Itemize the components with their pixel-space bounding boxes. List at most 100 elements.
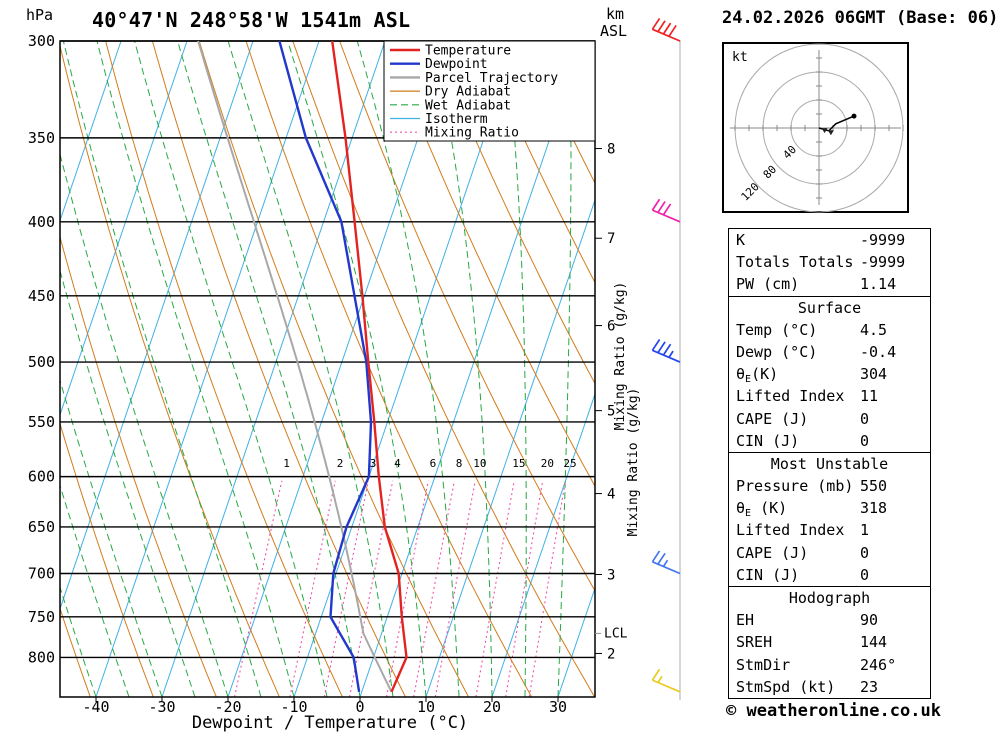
temp-tick-label: -20 [214,698,241,716]
isotherms [60,41,705,697]
altitude-axis-unit-asl: ASL [600,22,628,40]
mixing-ratio-axis-captions: Mixing Ratio (g/kg)Mixing Ratio (g/kg) [613,282,641,537]
stats-row-value: 246° [860,655,897,674]
mixing-ratio-line [413,480,455,697]
stats-row: θE(K) 304 [729,363,930,385]
stats-row-label: Pressure (mb) [736,477,854,496]
pressure-tick-label: 700 [28,565,55,583]
km-axis: 2 3 4 5 6 7 8 LCL [595,142,628,662]
dry-adiabat-line [151,41,406,697]
wet-adiabat-line [60,269,196,697]
pressure-tick-label: 650 [28,518,55,536]
mixing-ratio-label: 15 [512,457,525,470]
temperature-curve [331,41,408,693]
stats-row-label: K [736,231,746,249]
hodograph-panel: 40 80 120 kt [722,42,909,213]
mixing-ratio-label: 3 [370,457,377,470]
stats-row-label: Lifted Index [736,387,845,406]
hodograph-marker [827,130,834,136]
stats-row-value: 1 [860,521,870,540]
stats-row: Dewp (°C) -0.4 [729,341,930,363]
stats-row-value: 4.5 [860,320,888,339]
pressure-tick-label: 300 [28,32,55,50]
stats-row-label: Temp (°C) [736,320,818,339]
temp-axis: -40 -30 -20 -10 0 10 20 30 Dewpoint / Temperatur… [82,697,567,733]
copyright: © weatheronline.co.uk [726,701,941,721]
wind-barb [651,339,681,363]
mixing-ratio-label: 20 [541,457,554,470]
stats-row: EH 90 [729,609,930,631]
dry-adiabat-line [292,41,595,697]
dry-adiabats [60,41,706,697]
stats-row-value: 90 [860,611,879,630]
stats-row-label: CIN (J) [736,431,800,450]
stats-row-label: PW (cm) [736,275,800,294]
stats-row: StmDir 246° [729,654,930,676]
km-tick-label: 2 [607,646,615,662]
stats-row-label: StmDir [736,655,791,674]
stats-row-label: Totals Totals [736,253,854,272]
dry-adiabat-line [60,606,91,697]
isotherm-line [624,41,705,697]
stats-row: StmSpd (kt) 23 [729,676,930,698]
stats-row-label: Dewp (°C) [736,342,818,361]
wet-adiabat-line [557,41,572,697]
temp-tick-label: 0 [355,698,364,716]
pressure-tick-label: 750 [28,608,55,626]
stats-row: CAPE (J) 0 [729,542,930,564]
stats-row-label: θE(K) [736,365,779,386]
parcel-trajectory-curve [197,41,393,693]
dewpoint-curve [278,41,373,692]
wind-barbs [651,17,681,700]
lcl-label: LCL [604,626,628,641]
dry-adiabat-line [60,421,154,697]
wet-adiabat-line [134,41,328,697]
pressure-tick-label: 450 [28,287,55,305]
wet-adiabat-line [60,152,229,697]
stats-row-value: 304 [860,365,888,384]
pressure-tick-label: 400 [28,213,55,231]
mixing-ratio-line [233,480,283,697]
wind-barb [651,668,681,693]
km-tick-label: 6 [607,319,615,335]
stats-row-label: Lifted Index [736,521,845,540]
mixing-ratio-label: 6 [430,457,437,470]
km-tick-label: 3 [607,567,615,583]
mixing-ratio-line [289,480,336,697]
stats-row-value: -9999 [860,253,906,272]
pressure-tick-label: 600 [28,468,55,486]
isotherm-line [359,41,584,697]
dry-adiabat-line [667,41,705,697]
stats-row: SREH 144 [729,631,930,653]
plot-border [59,40,596,698]
stats-section: Surface Temp (°C) 4.5 Dewp (°C) -0.4 θE(K) 304… [729,295,930,452]
stats-row: θE (K) 318 [729,497,930,519]
stats-row: CIN (J) 0 [729,564,930,586]
stats-row-label: CIN (J) [736,565,800,584]
profiles [197,41,408,693]
stats-row-label: CAPE (J) [736,409,809,428]
stats-row: K -9999 [729,229,930,251]
wind-barb [651,17,681,42]
run-date-label: 24.02.2026 06GMT (Base: 06) [722,8,999,28]
wet-adiabat-line [60,378,163,697]
dry-adiabat-line [621,41,706,697]
stats-row: CAPE (J) 0 [729,408,930,430]
mixing-ratio-line [323,480,369,697]
altitude-axis-unit-km: km [606,5,625,23]
stats-row-value: 0 [860,565,870,584]
stats-table: K -9999 Totals Totals -9999 PW (cm) 1.14 Surfa… [728,228,931,699]
dry-adiabat-line [60,43,280,697]
stats-section-header: Most Unstable [770,454,889,473]
temp-tick-label: 10 [417,698,435,716]
stats-row-value: 1.14 [860,275,897,294]
mixing-ratio-axis-label-pink: Mixing Ratio (g/kg) [613,282,628,431]
stats-row-label: θE (K) [736,499,788,520]
dry-adiabat-line [385,41,595,488]
mixing-ratio-line [385,480,429,697]
pressure-tick-label: 800 [28,648,55,666]
isotherm-line [161,41,386,697]
mixing-ratio-labels: 1 2 3 4 6 8 10 15 20 25 [283,457,576,470]
mixing-ratio-line [528,480,566,697]
